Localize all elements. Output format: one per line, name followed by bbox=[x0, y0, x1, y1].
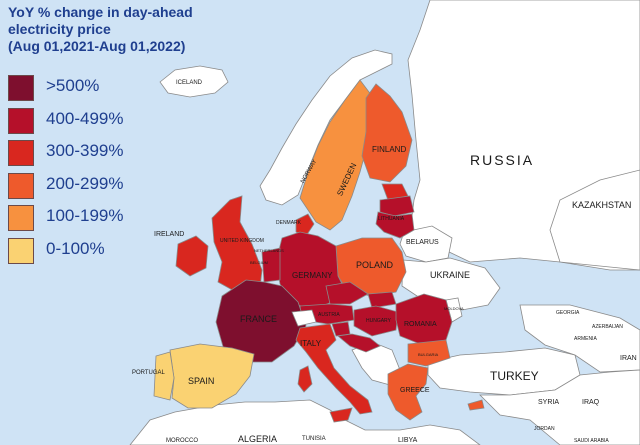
hungary-region bbox=[353, 305, 399, 337]
legend-swatch bbox=[8, 140, 34, 166]
country-labels: ICELAND NORWAY SWEDEN FINLAND RUSSIA KAZ… bbox=[132, 80, 637, 444]
label-lithuania: LITHUANIA bbox=[378, 216, 405, 222]
label-romania: ROMANIA bbox=[404, 321, 437, 328]
label-iran: IRAN bbox=[620, 355, 637, 362]
label-ireland: IRELAND bbox=[154, 231, 184, 238]
spain-region bbox=[169, 343, 255, 409]
legend-label: >500% bbox=[46, 76, 100, 95]
label-netherlands: NETHERLANDS bbox=[254, 248, 284, 253]
label-azerbaijan: AZERBAIJAN bbox=[592, 324, 623, 330]
label-kazakhstan: KAZAKHSTAN bbox=[572, 200, 631, 210]
label-germany: GERMANY bbox=[292, 271, 333, 280]
label-tunisia: TUNISIA bbox=[302, 436, 326, 442]
title-line-3: (Aug 01,2021-Aug 01,2022) bbox=[8, 38, 186, 54]
legend-label: 400-499% bbox=[46, 108, 124, 128]
label-libya: LIBYA bbox=[398, 437, 418, 444]
legend-label: 300-399% bbox=[46, 141, 124, 160]
bulgaria-region bbox=[407, 339, 451, 367]
label-syria: SYRIA bbox=[538, 399, 559, 406]
legend-swatch bbox=[8, 205, 34, 231]
label-turkey: TURKEY bbox=[490, 369, 539, 383]
label-italy: ITALY bbox=[300, 339, 322, 348]
croatia-region bbox=[337, 333, 381, 353]
legend-label: 200-299% bbox=[46, 173, 124, 193]
legend-swatch bbox=[8, 172, 34, 199]
ireland-region bbox=[175, 235, 209, 277]
benelux-region bbox=[261, 247, 281, 283]
label-greece: GREECE bbox=[400, 387, 430, 394]
title-line-2: electricity price bbox=[8, 21, 111, 37]
label-belgium: BELGIUM bbox=[250, 260, 268, 265]
kazakhstan-land bbox=[549, 169, 640, 271]
label-morocco: MOROCCO bbox=[166, 438, 198, 444]
romania-region bbox=[395, 293, 453, 345]
label-bulgaria: BULGARIA bbox=[418, 352, 439, 357]
non-eu-land bbox=[129, 0, 640, 445]
latvia-region bbox=[379, 195, 415, 217]
sicily-region bbox=[329, 407, 353, 423]
italy-region bbox=[295, 323, 373, 415]
label-uk: UNITED KINGDOM bbox=[220, 238, 264, 244]
label-iceland: ICELAND bbox=[176, 80, 203, 86]
title-line-1: YoY % change in day-ahead bbox=[8, 4, 193, 20]
legend-swatch bbox=[8, 107, 34, 134]
sardinia-region bbox=[297, 365, 313, 393]
label-portugal: PORTUGAL bbox=[132, 370, 166, 376]
legend-swatch bbox=[8, 237, 34, 264]
iceland-land bbox=[159, 65, 229, 98]
uk-region bbox=[211, 195, 263, 293]
label-austria: AUSTRIA bbox=[318, 312, 340, 318]
north-africa-land bbox=[129, 399, 481, 445]
label-hungary: HUNGARY bbox=[366, 318, 392, 324]
label-russia: RUSSIA bbox=[470, 152, 534, 168]
label-georgia: GEORGIA bbox=[556, 310, 580, 316]
switzerland-region bbox=[291, 309, 317, 327]
lithuania-region bbox=[375, 211, 415, 239]
label-france: FRANCE bbox=[240, 314, 277, 324]
legend-label: 100-199% bbox=[46, 206, 124, 225]
label-algeria: ALGERIA bbox=[238, 434, 277, 444]
greece-region bbox=[387, 363, 429, 421]
eu-countries bbox=[153, 79, 485, 423]
legend-swatch bbox=[8, 75, 34, 101]
czechia-region bbox=[325, 281, 369, 305]
label-denmark: DENMARK bbox=[276, 220, 302, 226]
norway-land bbox=[259, 49, 393, 206]
denmark-region bbox=[295, 213, 315, 237]
label-moldova: MOLDOVA bbox=[444, 306, 464, 311]
label-poland: POLAND bbox=[356, 260, 394, 270]
label-spain: SPAIN bbox=[188, 376, 214, 386]
label-finland: FINLAND bbox=[372, 145, 406, 154]
label-saudi-arabia: SAUDI ARABIA bbox=[574, 438, 609, 444]
map-title: YoY % change in day-ahead electricity pr… bbox=[8, 4, 193, 55]
label-ukraine: UKRAINE bbox=[430, 270, 470, 280]
middle-east-land bbox=[479, 369, 640, 445]
legend-label: 0-100% bbox=[46, 238, 105, 258]
label-armenia: ARMENIA bbox=[574, 336, 597, 342]
label-iraq: IRAQ bbox=[582, 399, 600, 406]
portugal-region bbox=[153, 351, 175, 401]
finland-region bbox=[361, 83, 413, 183]
label-belarus: BELARUS bbox=[406, 239, 439, 246]
cyprus-region bbox=[467, 399, 485, 411]
label-jordan: JORDAN bbox=[534, 426, 555, 432]
